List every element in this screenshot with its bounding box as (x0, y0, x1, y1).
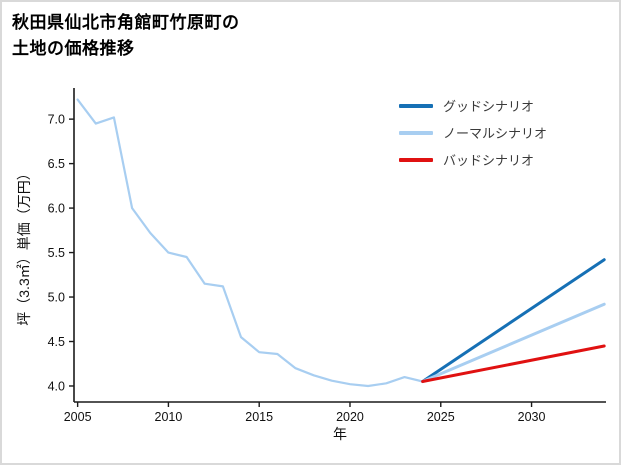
legend-item-bad: バッドシナリオ (399, 146, 547, 173)
x-axis-label: 年 (333, 426, 347, 442)
legend-label-good: グッドシナリオ (443, 99, 535, 114)
legend-item-good: グッドシナリオ (399, 92, 547, 119)
chart-title: 秋田県仙北市角館町竹原町の 土地の価格推移 (12, 10, 240, 61)
y-axis-label: 坪（3.3㎡）単価（万円） (16, 166, 32, 326)
chart-title-line-1: 秋田県仙北市角館町竹原町の (12, 13, 240, 32)
x-tick-label: 2025 (427, 410, 455, 424)
legend-label-bad: バッドシナリオ (443, 153, 535, 168)
legend-line-good (399, 103, 433, 108)
y-tick-label: 7.0 (48, 113, 65, 127)
x-tick-label: 2015 (245, 410, 273, 424)
y-tick-label: 5.5 (48, 246, 65, 260)
series-line-bad (421, 344, 606, 383)
x-tick-label: 2010 (155, 410, 183, 424)
y-tick-label: 5.0 (48, 291, 65, 305)
y-tick-label: 6.0 (48, 202, 65, 216)
chart-title-line-2: 土地の価格推移 (12, 38, 135, 58)
chart-legend: グッドシナリオ ノーマルシナリオ バッドシナリオ (399, 92, 547, 173)
legend-line-bad (399, 157, 433, 162)
y-tick-label: 6.5 (48, 157, 65, 171)
series-line-good (421, 258, 606, 383)
y-tick-label: 4.0 (48, 379, 65, 393)
legend-label-normal: ノーマルシナリオ (443, 126, 548, 141)
series-line-history (76, 98, 424, 388)
y-tick-label: 4.5 (48, 335, 65, 349)
x-tick-label: 2030 (518, 410, 546, 424)
x-tick-label: 2005 (64, 410, 92, 424)
legend-item-normal: ノーマルシナリオ (399, 119, 547, 146)
legend-line-normal (399, 130, 433, 135)
x-tick-label: 2020 (336, 410, 364, 424)
series-line-normal (421, 302, 606, 383)
